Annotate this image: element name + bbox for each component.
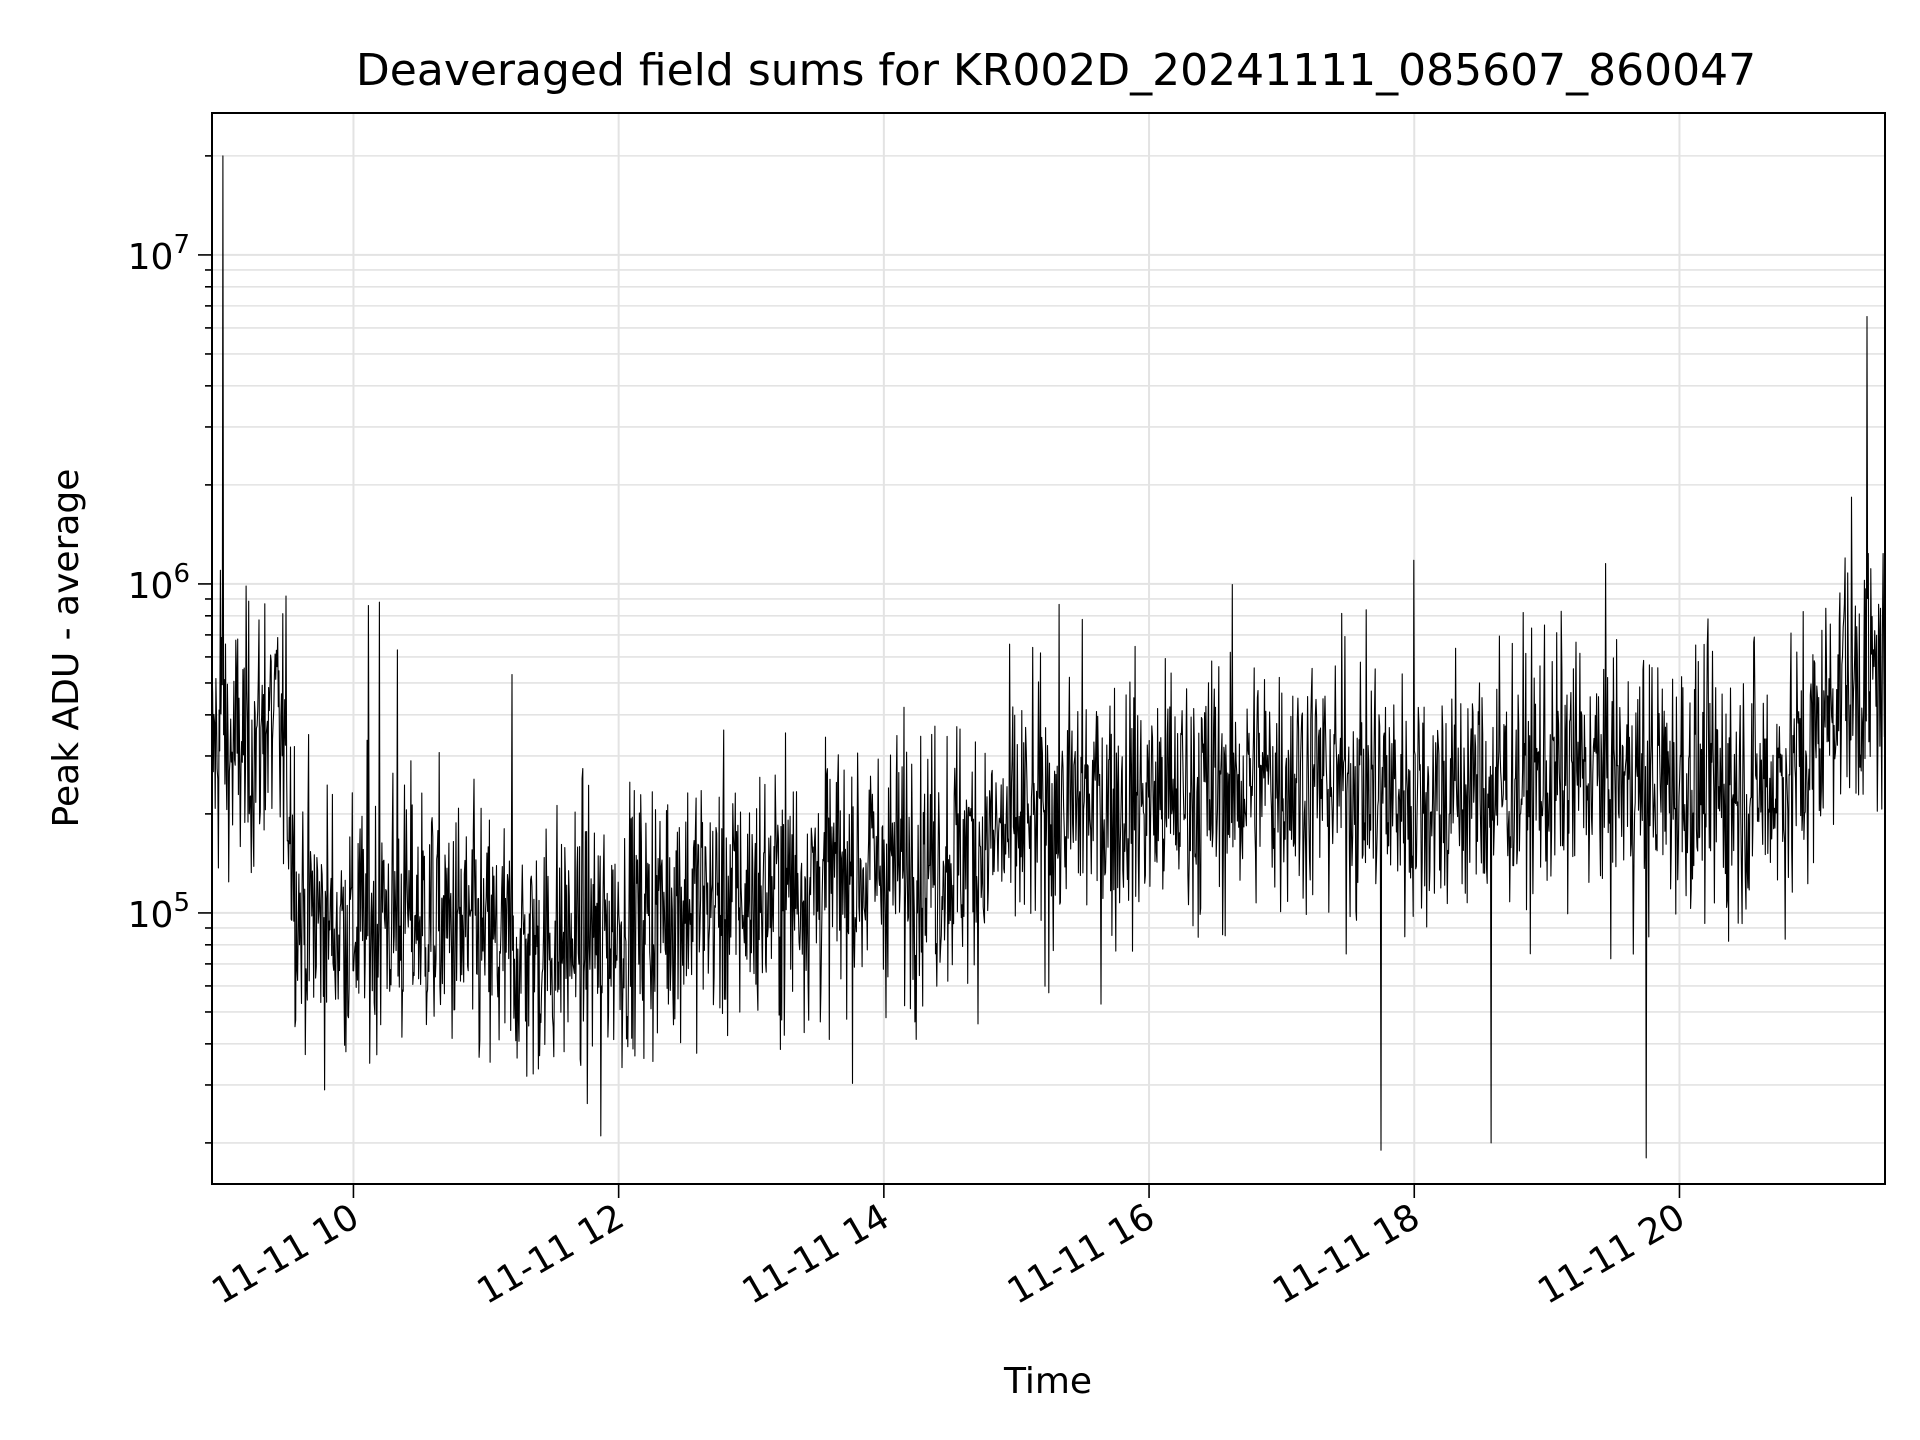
series-line [212,155,1885,1159]
plot-frame [211,112,1886,1185]
y-axis: 105 106 107 [128,155,212,1144]
x-axis-label: Time [1003,1361,1092,1402]
y-tick-label: 106 [128,559,190,607]
y-tick-label: 107 [128,230,190,278]
y-tick-label: 105 [128,888,190,936]
chart-title: Deaveraged field sums for KR002D_2024111… [356,45,1756,96]
y-axis-label: Peak ADU - average [46,469,87,828]
series-layer [212,155,1885,1159]
